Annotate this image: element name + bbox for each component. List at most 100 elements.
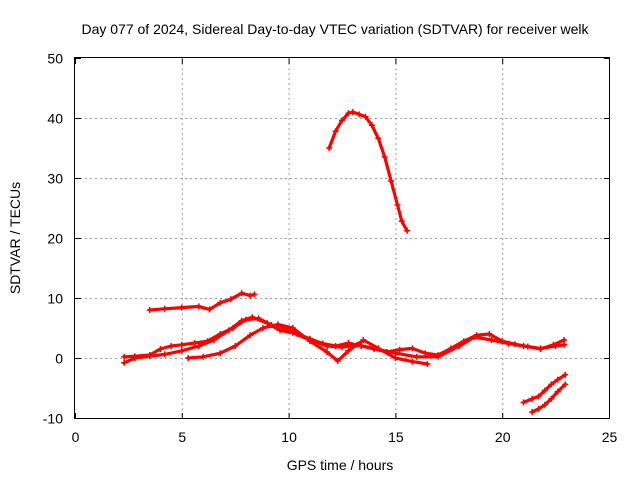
data-point [200, 353, 207, 360]
data-point [195, 303, 202, 310]
data-point [362, 113, 369, 120]
x-tick-label: 5 [178, 429, 186, 445]
data-point [217, 350, 224, 357]
data-point [499, 338, 506, 345]
data-point [562, 371, 569, 378]
data-point [529, 395, 536, 402]
series-track-2 [122, 316, 566, 359]
data-point [529, 409, 536, 415]
data-point [345, 347, 352, 354]
data-point [178, 347, 185, 354]
data-point [251, 291, 258, 298]
data-point [381, 154, 388, 160]
data-point [388, 178, 395, 184]
data-point [319, 340, 326, 347]
data-series [121, 109, 569, 415]
data-point [404, 227, 411, 234]
data-point [541, 387, 548, 394]
data-point [238, 290, 245, 297]
data-point [157, 346, 164, 352]
y-tick-label: 20 [47, 231, 63, 247]
data-point [191, 340, 198, 346]
data-point [178, 304, 185, 311]
data-point [562, 381, 569, 388]
x-tick-label: 15 [388, 429, 404, 445]
data-point [460, 338, 467, 345]
data-point [217, 299, 224, 306]
data-point [447, 345, 454, 352]
y-axis-label: SDTVAR / TECUs [7, 182, 23, 294]
x-axis-label: GPS time / hours [287, 457, 394, 473]
data-point [146, 307, 153, 313]
data-point [424, 361, 431, 367]
data-point [332, 343, 339, 349]
data-point [242, 316, 249, 323]
data-point [535, 406, 542, 412]
data-point [512, 341, 519, 348]
data-point [161, 351, 168, 358]
data-point [561, 337, 568, 343]
data-point [356, 111, 363, 118]
data-point [548, 395, 555, 402]
data-point [435, 352, 442, 358]
x-tick-label: 25 [602, 429, 618, 445]
data-point [486, 331, 493, 337]
x-tick-label: 10 [281, 429, 297, 445]
y-tick-label: 40 [47, 111, 63, 127]
data-point [488, 337, 495, 343]
data-point [334, 358, 341, 364]
data-point [206, 306, 213, 313]
y-tick-label: 10 [47, 291, 63, 307]
data-point [185, 355, 192, 361]
data-point [204, 338, 211, 345]
data-point [392, 355, 399, 361]
data-point [398, 218, 405, 225]
data-point [178, 341, 185, 348]
data-point [375, 345, 382, 352]
data-point [332, 128, 339, 135]
data-point [473, 332, 480, 339]
data-point [548, 381, 555, 388]
y-tick-label: 30 [47, 171, 63, 187]
data-point [396, 346, 403, 353]
data-point [554, 388, 561, 395]
data-point [146, 352, 153, 358]
data-point [326, 145, 333, 151]
data-point [259, 325, 266, 331]
data-point [358, 343, 365, 349]
grid-lines [75, 58, 609, 418]
data-point [306, 338, 313, 345]
data-point [422, 350, 429, 357]
data-point [524, 343, 531, 350]
data-point [554, 376, 561, 383]
x-tick-label: 20 [495, 429, 511, 445]
data-point [161, 305, 168, 312]
data-point [409, 358, 416, 365]
data-point [230, 325, 237, 331]
series-track-4 [148, 291, 256, 312]
chart-title: Day 077 of 2024, Sidereal Day-to-day VTE… [81, 21, 589, 37]
data-point [541, 401, 548, 408]
data-point [339, 117, 345, 124]
data-point [131, 353, 138, 360]
data-point [232, 343, 239, 349]
data-point [394, 202, 401, 208]
y-tick-label: -10 [43, 411, 63, 427]
data-point [247, 292, 254, 299]
data-point [345, 110, 352, 117]
data-point [121, 353, 128, 360]
y-tick-label: 0 [55, 351, 63, 367]
data-point [520, 399, 527, 406]
data-point [121, 359, 128, 366]
data-point [413, 353, 420, 360]
data-point [168, 343, 175, 349]
data-point [360, 337, 367, 343]
data-point [289, 325, 296, 331]
data-point [368, 122, 375, 129]
data-point [409, 345, 416, 352]
axis-ticks: 0 5 10 15 20 25 -10 0 10 20 30 40 50 [43, 51, 618, 446]
y-tick-label: 50 [47, 51, 63, 67]
data-point [375, 135, 382, 142]
data-point [550, 341, 557, 348]
